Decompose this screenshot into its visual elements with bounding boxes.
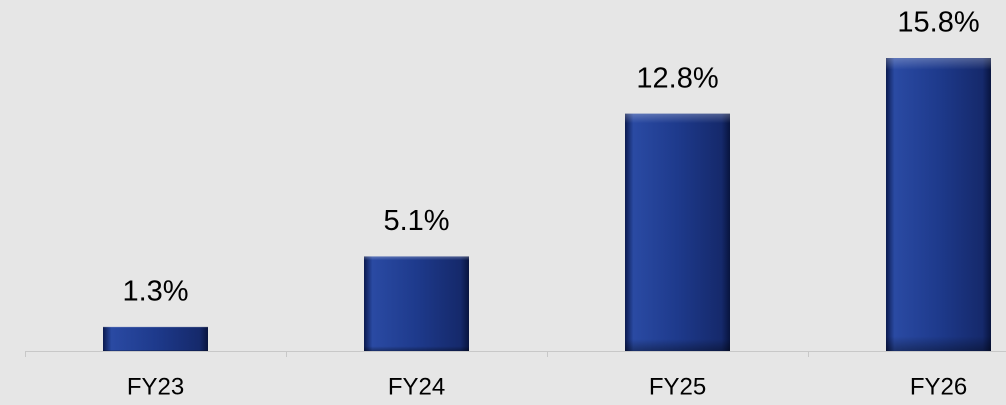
- value-label: 5.1%: [383, 205, 449, 237]
- value-label: 12.8%: [636, 62, 718, 94]
- bar-bevel: [625, 113, 730, 352]
- value-label: 15.8%: [897, 7, 979, 39]
- x-tick-label: FY26: [910, 373, 967, 400]
- bar-bevel: [886, 58, 991, 351]
- x-tick-label: FY25: [649, 373, 706, 400]
- bar-bevel: [364, 256, 469, 351]
- value-label: 1.3%: [122, 276, 188, 308]
- x-tick-label: FY23: [127, 373, 184, 400]
- x-tick-label: FY24: [388, 373, 445, 400]
- bar-bevel: [103, 326, 208, 351]
